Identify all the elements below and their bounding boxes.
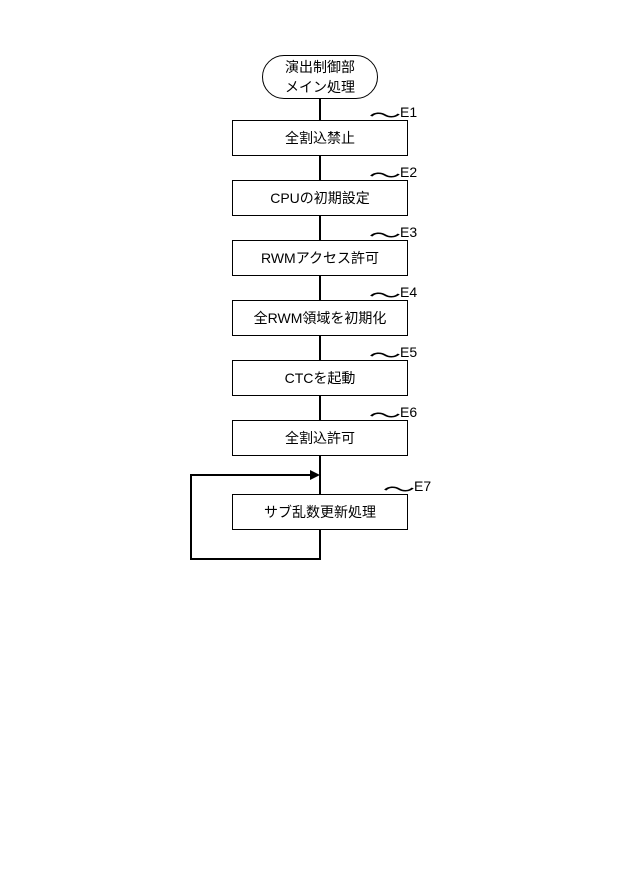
process-text: CPUの初期設定 [270,188,370,208]
step-label-e5: E5 [400,344,417,360]
tilde-icon: 〜 [383,476,415,502]
process-text: 全割込許可 [285,428,355,448]
flowchart-container: 演出制御部 メイン処理 全割込禁止 〜 E1 CPUの初期設定 〜 E2 RWM… [0,0,640,885]
process-text: サブ乱数更新処理 [264,502,376,522]
terminator-start: 演出制御部 メイン処理 [262,55,378,99]
tilde-icon: 〜 [369,162,401,188]
process-text: 全割込禁止 [285,128,355,148]
connector [319,156,321,180]
connector [319,216,321,240]
tilde-icon: 〜 [369,282,401,308]
step-label-e2: E2 [400,164,417,180]
step-label-e1: E1 [400,104,417,120]
loop-right [190,474,310,476]
step-label-e6: E6 [400,404,417,420]
step-label-e3: E3 [400,224,417,240]
loop-up [190,474,192,560]
step-label-e4: E4 [400,284,417,300]
tilde-icon: 〜 [369,222,401,248]
process-text: RWMアクセス許可 [261,248,379,268]
connector [319,276,321,300]
connector [319,99,321,120]
process-e7: サブ乱数更新処理 [232,494,408,530]
step-label-e7: E7 [414,478,431,494]
connector [319,396,321,420]
loop-arrow-icon [310,470,320,480]
connector [319,336,321,360]
loop-down [319,530,321,560]
tilde-icon: 〜 [369,402,401,428]
process-text: CTCを起動 [285,368,356,388]
loop-left [190,558,321,560]
terminator-line2: メイン処理 [285,77,355,97]
tilde-icon: 〜 [369,342,401,368]
terminator-line1: 演出制御部 [285,57,355,77]
process-text: 全RWM領域を初期化 [254,308,387,328]
tilde-icon: 〜 [369,102,401,128]
